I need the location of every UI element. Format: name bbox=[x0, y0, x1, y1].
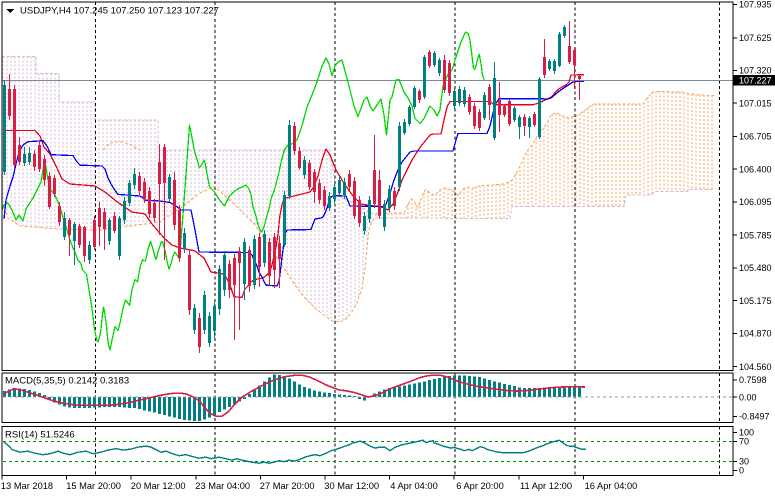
svg-text:105.785: 105.785 bbox=[739, 230, 772, 240]
svg-text:104.870: 104.870 bbox=[739, 329, 772, 339]
svg-text:105.480: 105.480 bbox=[739, 263, 772, 273]
svg-text:107.015: 107.015 bbox=[739, 98, 772, 108]
svg-text:107.935: 107.935 bbox=[739, 0, 772, 10]
svg-text:106.400: 106.400 bbox=[739, 164, 772, 174]
svg-text:4 Apr 04:00: 4 Apr 04:00 bbox=[390, 481, 438, 491]
svg-text:106.705: 106.705 bbox=[739, 132, 772, 142]
svg-text:30 Mar 12:00: 30 Mar 12:00 bbox=[324, 481, 379, 491]
svg-text:16 Apr 04:00: 16 Apr 04:00 bbox=[585, 481, 638, 491]
svg-text:0.00: 0.00 bbox=[739, 392, 757, 402]
svg-text:70: 70 bbox=[739, 437, 749, 447]
svg-text:MACD(5,35,5) 0.2142 0.3183: MACD(5,35,5) 0.2142 0.3183 bbox=[5, 376, 129, 387]
svg-text:0.7598: 0.7598 bbox=[739, 375, 767, 385]
svg-text:13 Mar 2018: 13 Mar 2018 bbox=[1, 481, 53, 491]
svg-text:107.227: 107.227 bbox=[739, 76, 772, 86]
svg-text:106.095: 106.095 bbox=[739, 197, 772, 207]
svg-text:20 Mar 12:00: 20 Mar 12:00 bbox=[131, 481, 186, 491]
svg-text:USDJPY,H4 107.245 107.250 107: USDJPY,H4 107.245 107.250 107.123 107.22… bbox=[20, 6, 219, 17]
svg-text:23 Mar 04:00: 23 Mar 04:00 bbox=[195, 481, 250, 491]
svg-text:105.175: 105.175 bbox=[739, 296, 772, 306]
svg-text:RSI(14) 51.5246: RSI(14) 51.5246 bbox=[5, 430, 75, 441]
svg-text:27 Mar 20:00: 27 Mar 20:00 bbox=[260, 481, 315, 491]
svg-text:15 Mar 20:00: 15 Mar 20:00 bbox=[66, 481, 121, 491]
svg-text:11 Apr 12:00: 11 Apr 12:00 bbox=[520, 481, 572, 491]
svg-text:107.625: 107.625 bbox=[739, 33, 772, 43]
svg-text:-0.8497: -0.8497 bbox=[739, 412, 770, 422]
svg-text:0: 0 bbox=[739, 466, 744, 476]
svg-text:104.560: 104.560 bbox=[739, 362, 772, 372]
svg-text:107.320: 107.320 bbox=[739, 66, 772, 76]
svg-text:6 Apr 20:00: 6 Apr 20:00 bbox=[456, 481, 504, 491]
